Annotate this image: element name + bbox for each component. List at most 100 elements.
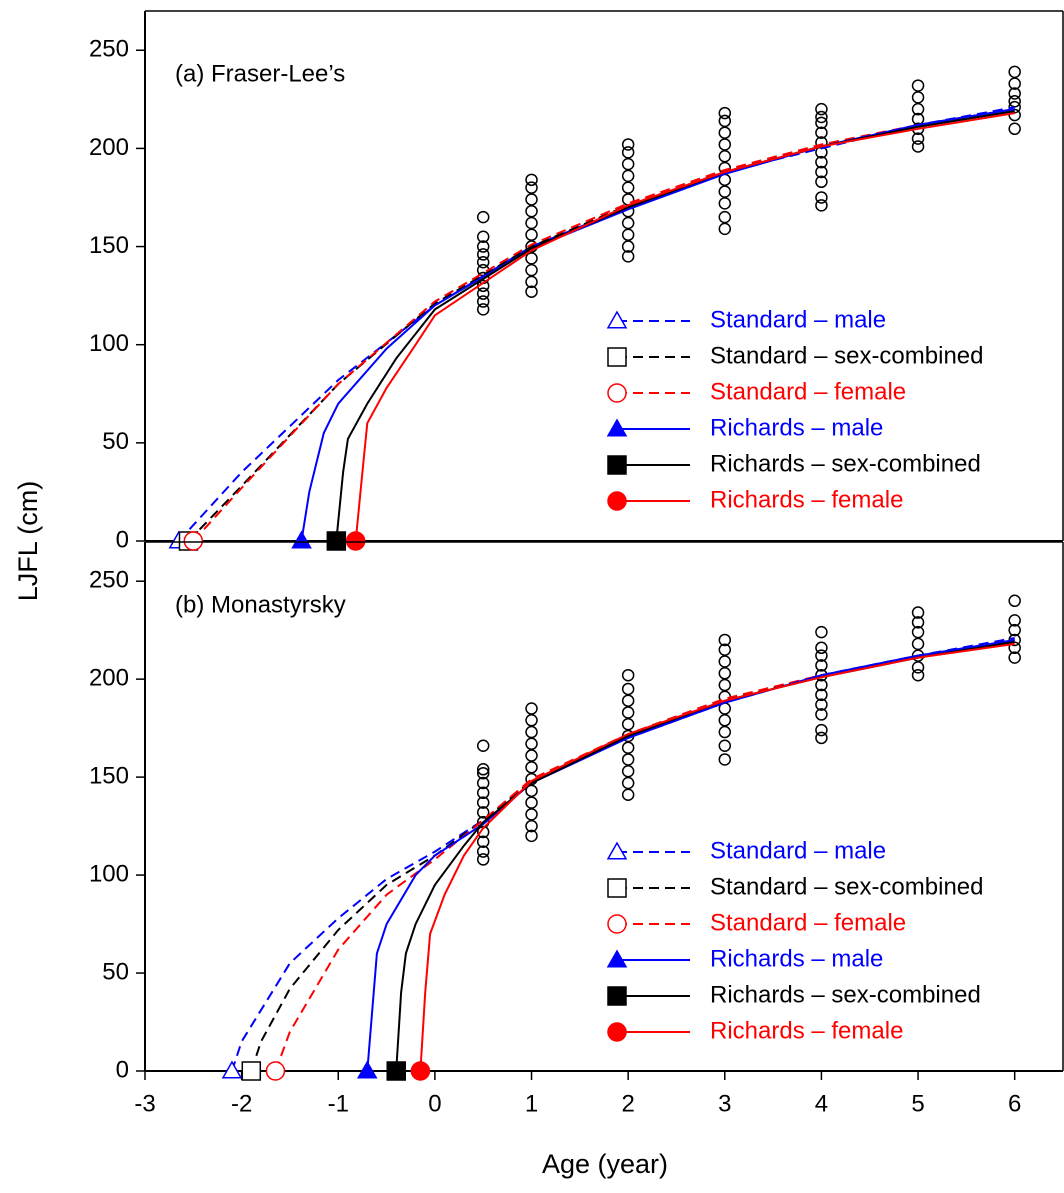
data-point xyxy=(621,146,635,159)
data-point xyxy=(621,694,635,707)
y-tick-label: 200 xyxy=(89,664,129,691)
legend-label: Richards – male xyxy=(710,414,883,441)
data-point xyxy=(621,250,635,263)
data-point xyxy=(476,256,490,269)
y-tick-label: 200 xyxy=(89,134,129,161)
data-point xyxy=(1008,594,1021,608)
legend-marker xyxy=(606,310,628,329)
data-point xyxy=(476,763,490,776)
legend-label: Standard – male xyxy=(710,837,886,864)
data-point xyxy=(525,749,538,762)
data-point xyxy=(815,649,828,662)
legend-marker xyxy=(606,418,628,437)
data-point xyxy=(525,173,538,187)
legend-marker xyxy=(607,491,627,511)
data-point xyxy=(476,295,490,308)
growth-curve xyxy=(187,108,1015,542)
data-point xyxy=(621,157,635,171)
x-tick-label: 3 xyxy=(718,1090,731,1117)
data-point xyxy=(476,845,490,858)
legend-marker xyxy=(607,986,627,1006)
legend-marker xyxy=(606,841,628,860)
curve-start-marker xyxy=(265,1061,286,1081)
data-point xyxy=(911,616,925,629)
data-point xyxy=(476,240,490,253)
data-point xyxy=(621,717,635,731)
x-axis-label: Age (year) xyxy=(542,1149,668,1179)
data-point xyxy=(621,138,635,151)
data-point xyxy=(718,126,732,139)
x-tick-label: -3 xyxy=(134,1090,155,1117)
legend-marker xyxy=(607,878,627,898)
y-tick-label: 50 xyxy=(102,428,129,455)
x-tick-label: 0 xyxy=(428,1090,441,1117)
data-point xyxy=(525,285,538,298)
y-tick-label: 0 xyxy=(116,526,129,553)
data-point xyxy=(911,79,925,92)
data-point xyxy=(911,637,925,651)
data-point xyxy=(1008,95,1021,108)
data-point xyxy=(718,114,732,128)
data-point xyxy=(718,185,732,198)
panel-title: (a) Fraser-Lee’s xyxy=(175,60,345,87)
y-tick-label: 0 xyxy=(116,1056,129,1083)
data-point xyxy=(525,808,538,821)
growth-curve xyxy=(419,642,1015,1072)
data-point xyxy=(476,248,490,261)
legend-label: Richards – female xyxy=(710,486,903,513)
data-point xyxy=(621,741,635,754)
data-point xyxy=(621,668,635,682)
x-tick-label: 4 xyxy=(815,1090,828,1117)
data-point xyxy=(476,853,490,866)
data-point xyxy=(525,216,538,230)
data-point xyxy=(476,210,490,224)
data-point xyxy=(718,739,732,753)
data-point xyxy=(525,714,538,727)
data-point xyxy=(1008,651,1021,664)
legend-label: Standard – female xyxy=(710,378,906,405)
legend-label: Richards – sex-combined xyxy=(710,981,981,1008)
data-point xyxy=(815,723,828,737)
data-point xyxy=(525,228,538,242)
data-point xyxy=(1008,623,1021,637)
data-point xyxy=(476,786,490,800)
data-point xyxy=(718,633,732,647)
data-point xyxy=(476,766,490,780)
data-point xyxy=(718,753,732,766)
data-point xyxy=(815,191,828,204)
legend-marker xyxy=(607,1022,627,1042)
x-tick-label: 2 xyxy=(621,1090,634,1117)
data-point xyxy=(525,829,538,843)
data-point xyxy=(815,110,828,124)
legend-label: Richards – female xyxy=(710,1017,903,1044)
data-point xyxy=(718,150,732,163)
data-point xyxy=(815,708,828,721)
data-point xyxy=(525,725,538,739)
data-point xyxy=(525,702,538,715)
y-tick-label: 150 xyxy=(89,762,129,789)
legend-label: Richards – male xyxy=(710,945,883,972)
data-point xyxy=(621,764,635,778)
legend-label: Richards – sex-combined xyxy=(710,450,981,477)
data-point xyxy=(525,819,538,833)
legend-marker xyxy=(607,914,627,934)
data-point xyxy=(525,193,538,206)
data-point xyxy=(815,126,828,139)
data-point xyxy=(525,263,538,277)
data-point xyxy=(525,252,538,265)
y-tick-label: 150 xyxy=(89,232,129,259)
data-point xyxy=(621,240,635,253)
data-point xyxy=(1008,77,1021,90)
data-point xyxy=(815,688,828,702)
legend-label: Standard – female xyxy=(710,909,906,936)
data-point xyxy=(815,731,828,745)
data-point xyxy=(911,102,925,116)
curve-start-marker xyxy=(241,1061,262,1081)
data-point xyxy=(476,287,490,300)
x-tick-label: -1 xyxy=(328,1090,349,1117)
data-point xyxy=(911,606,925,619)
data-point xyxy=(718,678,732,692)
curve-start-marker xyxy=(356,1060,378,1079)
data-point xyxy=(525,204,538,218)
